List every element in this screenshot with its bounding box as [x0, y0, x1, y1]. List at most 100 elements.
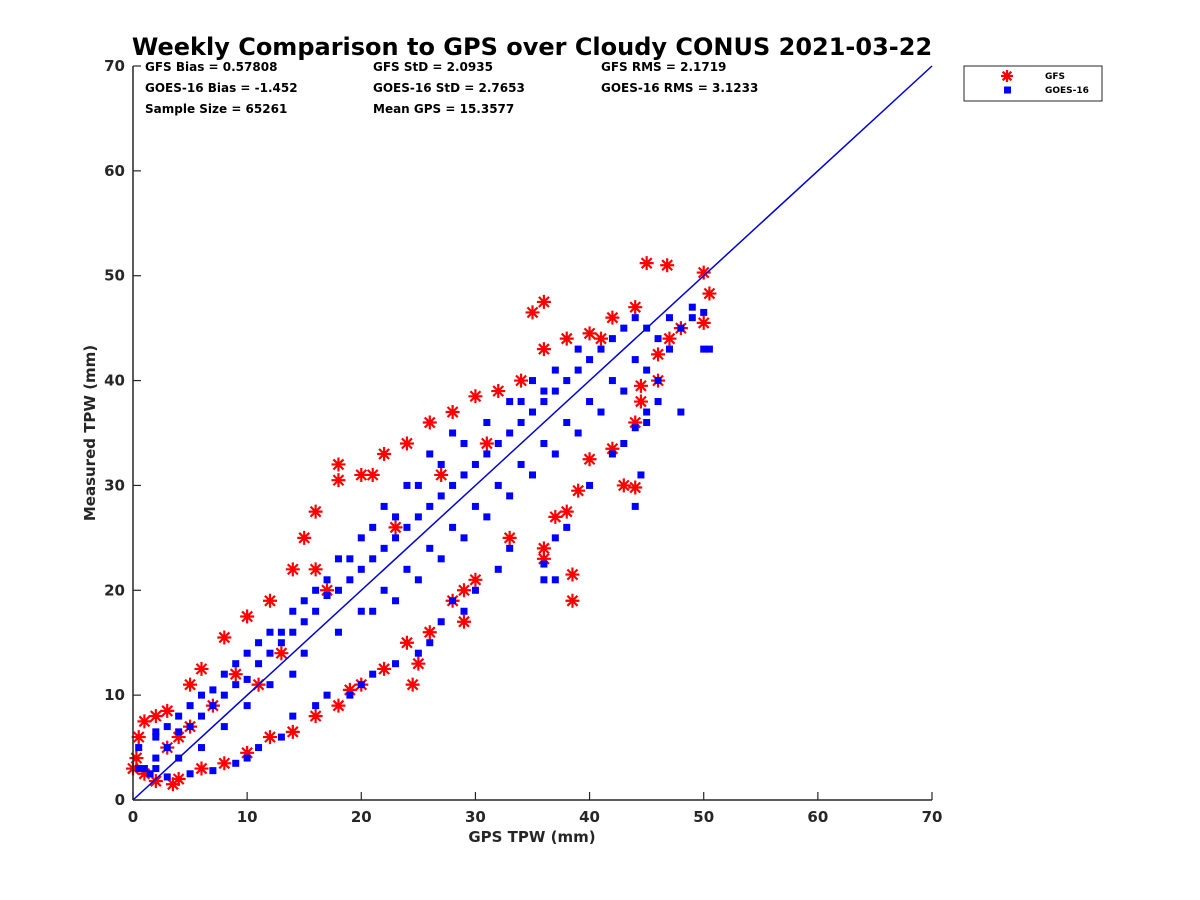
gfs-point [633, 394, 648, 409]
x-tick-label: 60 [807, 808, 828, 826]
goes16-point [597, 408, 605, 416]
goes16-point [266, 681, 274, 689]
goes16-point [369, 670, 377, 678]
gfs-point [148, 774, 163, 789]
goes16-point [529, 471, 536, 479]
goes16-point [346, 555, 354, 563]
goes16-point [426, 639, 434, 647]
y-tick-label: 10 [104, 686, 125, 704]
goes16-point [494, 439, 502, 447]
goes16-point [506, 429, 514, 437]
goes16-point [460, 607, 468, 615]
goes16-point [209, 686, 217, 694]
gfs-point [137, 766, 152, 781]
gfs-point [405, 677, 420, 692]
chart-title: Weekly Comparison to GPS over Cloudy CON… [132, 33, 932, 61]
gfs-point [468, 389, 483, 404]
goes16-point [300, 618, 308, 626]
goes16-point [175, 712, 183, 720]
goes16-point [209, 767, 217, 775]
goes16-point [705, 345, 713, 353]
goes16-point [323, 576, 331, 584]
goes16-point [277, 628, 285, 636]
gfs-point [616, 478, 631, 493]
goes16-point [586, 398, 594, 406]
gfs-point [274, 646, 289, 661]
goes16-point [437, 555, 445, 563]
goes16-point [460, 471, 468, 479]
goes16-point [574, 366, 582, 374]
x-tick-label: 50 [693, 808, 714, 826]
gfs-point [165, 777, 180, 792]
stat-text: GFS Bias = 0.57808 [145, 60, 277, 74]
gfs-point [129, 751, 144, 766]
gfs-point [445, 405, 460, 420]
gfs-point [331, 457, 346, 472]
goes16-point [312, 607, 320, 615]
goes16-point [357, 681, 365, 689]
gfs-point [399, 635, 414, 650]
goes16-point [209, 702, 217, 710]
goes16-point [437, 492, 445, 500]
goes16-point [152, 728, 160, 736]
goes16-point [517, 398, 525, 406]
goes16-point [232, 759, 240, 767]
gfs-point [240, 745, 255, 760]
goes16-point [186, 770, 194, 778]
goes16-point [551, 450, 559, 458]
goes16-point [631, 424, 639, 432]
legend-label: GFS [1045, 72, 1065, 82]
gfs-point [565, 567, 580, 582]
goes16-point [437, 618, 445, 626]
legend-box [963, 65, 1103, 102]
gfs-point [308, 562, 323, 577]
goes16-point [175, 728, 183, 736]
goes16-point [414, 513, 422, 521]
goes16-point [529, 377, 536, 385]
goes16-point [563, 419, 571, 427]
goes16-point [551, 366, 559, 374]
goes16-point [460, 439, 468, 447]
goes16-point [289, 628, 297, 636]
goes16-point [334, 555, 342, 563]
goes16-point [334, 628, 342, 636]
gfs-point [457, 583, 472, 598]
goes16-point [471, 460, 479, 468]
axes: 0 10 20 30 40 50 60 70 0 10 20 30 40 50 60 70 [104, 57, 942, 826]
goes16-point [643, 408, 651, 416]
x-tick-label: 0 [128, 808, 138, 826]
goes16-point [529, 408, 536, 416]
gfs-point [308, 709, 323, 724]
goes16-point [289, 670, 297, 678]
goes16-point [540, 398, 548, 406]
gfs-point [525, 305, 540, 320]
goes16-point [369, 523, 377, 531]
gfs-point [434, 467, 449, 482]
goes16-point [266, 628, 274, 636]
goes16-point [300, 649, 308, 657]
goes16-point [483, 419, 491, 427]
goes16-point [586, 356, 594, 364]
goes16-point [460, 534, 468, 542]
goes16-point [471, 502, 479, 510]
goes16-point [323, 592, 331, 600]
gfs-point [228, 667, 243, 682]
gfs-point [702, 286, 717, 301]
goes16-point [277, 733, 285, 741]
gfs-point [536, 342, 551, 357]
goes16-point [380, 586, 388, 594]
goes16-point [540, 576, 548, 584]
goes16-point [449, 429, 457, 437]
gfs-point [285, 562, 300, 577]
goes16-point [163, 744, 171, 752]
x-tick-label: 70 [922, 808, 943, 826]
goes16-point [700, 308, 708, 316]
gfs-point [536, 551, 551, 566]
gfs-point [262, 730, 277, 745]
gfs-point [262, 593, 277, 608]
goes16-point [186, 723, 194, 731]
goes16-point [494, 481, 502, 489]
gfs-point [536, 294, 551, 309]
gfs-point [160, 703, 175, 718]
reference-line-layer [132, 65, 933, 801]
